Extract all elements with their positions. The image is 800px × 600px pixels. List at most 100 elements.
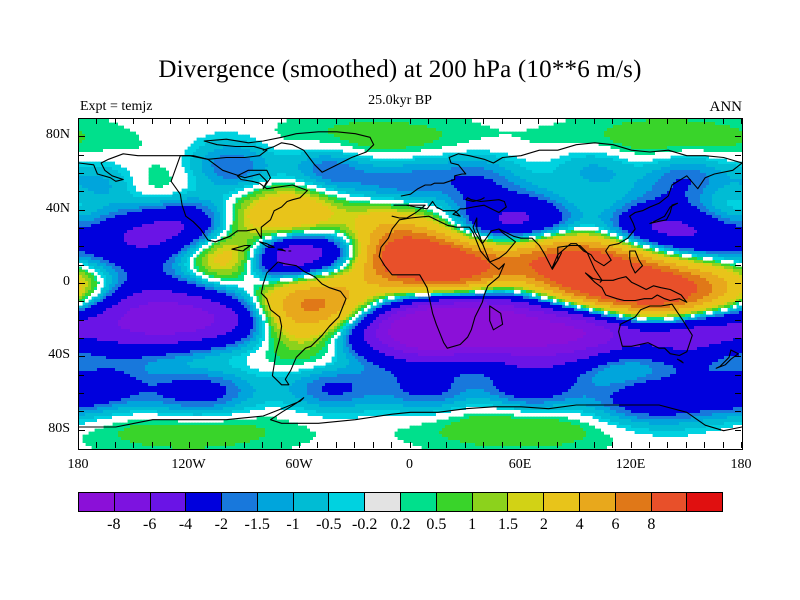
colorbar-swatch-3: [186, 493, 223, 511]
map-plot-area: [78, 118, 743, 450]
x-tick-mark: [78, 442, 79, 448]
colorbar-swatch-1: [114, 493, 151, 511]
x-tick-mark: [704, 118, 706, 124]
x-tick-mark: [575, 442, 577, 448]
x-tick-mark: [170, 442, 172, 448]
y-tick-mark: [735, 228, 741, 229]
x-tick-mark: [538, 442, 540, 448]
colorbar-label-11: 1.5: [498, 516, 518, 533]
x-tick-mark: [225, 442, 227, 448]
y-tick-mark: [735, 246, 741, 248]
x-tick-mark: [262, 118, 264, 124]
x-tick-mark: [372, 118, 374, 124]
colorbar-swatch-11: [472, 493, 509, 511]
y-tick-mark: [78, 246, 84, 248]
colorbar-label-12: 2: [539, 516, 548, 533]
y-tick-mark: [735, 338, 741, 339]
x-tick-mark: [317, 118, 319, 124]
y-tick-40S: 40S: [48, 347, 70, 363]
x-tick-mark: [96, 118, 98, 124]
colorbar-label-1: -6: [142, 516, 157, 533]
page-title: Divergence (smoothed) at 200 hPa (10**6 …: [158, 56, 642, 83]
x-tick-mark: [133, 118, 135, 124]
y-tick-mark: [735, 209, 741, 211]
y-tick-0: 0: [63, 274, 70, 289]
x-tick-mark: [299, 442, 300, 448]
y-tick-mark: [78, 264, 84, 266]
y-tick-mark: [735, 356, 741, 358]
x-tick-mark: [722, 442, 724, 448]
colorbar-swatch-17: [687, 493, 723, 511]
x-tick-mark: [243, 118, 245, 124]
y-tick-mark: [735, 301, 741, 303]
y-tick-mark: [735, 429, 741, 431]
x-tick-mark: [262, 442, 264, 448]
y-tick-mark: [78, 136, 84, 138]
contour-map: [79, 119, 742, 449]
x-tick-mark: [538, 118, 540, 124]
x-tick-mark: [556, 118, 558, 124]
x-tick-mark: [630, 442, 632, 448]
x-tick-mark: [280, 442, 282, 448]
x-tick-mark: [464, 118, 466, 124]
y-tick-mark: [735, 191, 741, 193]
x-tick-mark: [593, 442, 595, 448]
y-tick-mark: [78, 301, 84, 303]
y-tick-mark: [78, 393, 84, 394]
y-tick-mark: [735, 173, 741, 174]
colorbar-swatch-10: [436, 493, 473, 511]
y-tick-mark: [78, 154, 84, 156]
x-tick-mark: [483, 442, 485, 448]
x-tick-mark: [446, 118, 448, 124]
x-tick-mark: [151, 118, 153, 124]
y-tick-mark: [735, 393, 741, 394]
x-tick-180: 180: [67, 457, 89, 472]
x-tick-mark: [299, 118, 300, 124]
y-tick-mark: [78, 429, 84, 431]
colorbar-swatch-5: [257, 493, 294, 511]
x-tick-mark: [188, 442, 190, 448]
y-tick-40N: 40N: [45, 200, 70, 216]
x-tick-mark: [667, 118, 669, 124]
colorbar-swatch-16: [651, 493, 688, 511]
x-tick-mark: [501, 118, 503, 124]
colorbar-swatch-0: [79, 493, 115, 511]
colorbar-label-5: -1: [286, 516, 300, 533]
y-tick-mark: [78, 191, 84, 193]
colorbar-swatch-15: [615, 493, 652, 511]
x-tick-mark: [520, 118, 521, 124]
colorbar-label-10: 1: [468, 516, 477, 533]
y-tick-mark: [735, 264, 741, 266]
y-tick-mark: [78, 356, 84, 358]
colorbar-label-14: 6: [611, 516, 620, 533]
colorbar-swatch-4: [222, 493, 258, 511]
y-tick-mark: [735, 374, 741, 376]
subtitle: 25.0kyr BP: [368, 93, 432, 108]
x-tick-mark: [354, 442, 356, 448]
x-tick-mark: [722, 118, 724, 124]
x-tick-mark: [243, 442, 245, 448]
y-tick-mark: [735, 319, 741, 321]
x-tick-mark: [151, 442, 153, 448]
x-tick-60W: 60W: [285, 457, 313, 472]
y-tick-80S: 80S: [48, 420, 70, 436]
x-tick-180: 180: [730, 457, 752, 472]
x-tick-mark: [648, 118, 650, 124]
y-tick-mark: [78, 319, 84, 321]
y-tick-mark: [78, 173, 84, 174]
x-tick-mark: [391, 118, 393, 124]
colorbar-label-3: -2: [214, 516, 228, 533]
x-tick-mark: [280, 118, 282, 124]
x-tick-mark: [630, 118, 632, 124]
x-tick-mark: [741, 118, 742, 124]
colorbar-label-6: -0.5: [316, 516, 342, 533]
x-tick-60E: 60E: [508, 457, 532, 472]
y-tick-mark: [735, 411, 741, 413]
colorbar-swatch-7: [329, 493, 366, 511]
x-tick-120W: 120W: [171, 457, 206, 472]
x-tick-mark: [225, 118, 227, 124]
x-tick-mark: [317, 442, 319, 448]
colorbar-label-9: 0.5: [426, 516, 447, 533]
colorbar-label-0: -8: [107, 516, 121, 533]
